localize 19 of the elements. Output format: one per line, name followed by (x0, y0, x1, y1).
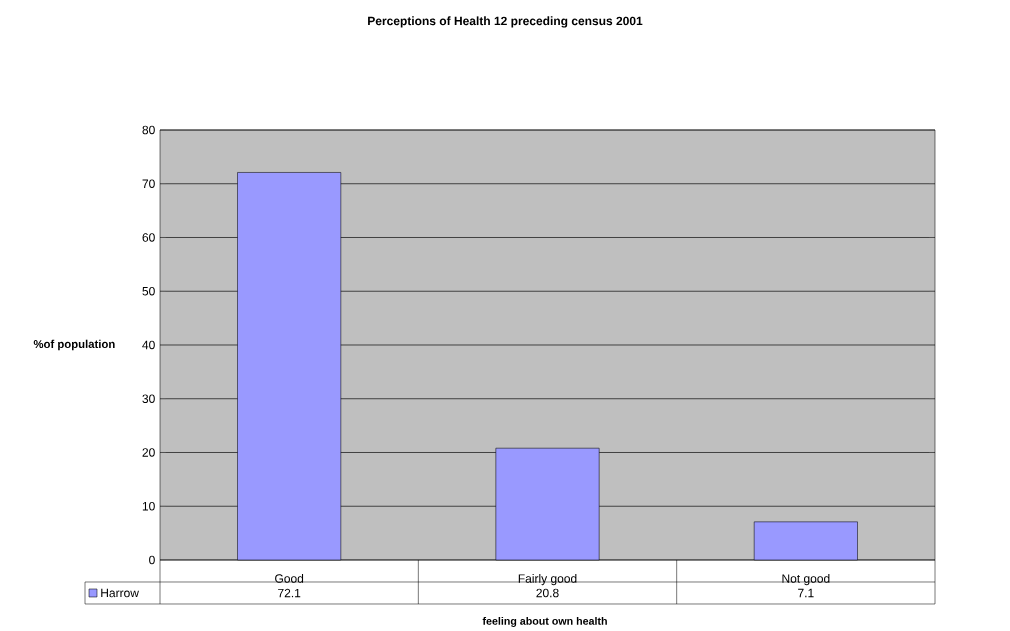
y-tick-label: 20 (142, 448, 155, 457)
x-tick-label: Not good (782, 573, 830, 585)
x-tick-label: Fairly good (518, 573, 577, 585)
y-tick-label: 10 (142, 501, 155, 511)
legend-label: Harrow (101, 588, 139, 597)
y-tick-label: 80 (142, 125, 155, 135)
x-axis-title: feeling about own health (482, 616, 607, 627)
x-tick-label: Good (275, 573, 304, 583)
y-tick-label: 50 (142, 286, 155, 296)
data-label: 7.1 (798, 588, 814, 597)
y-tick-label: 70 (142, 179, 155, 188)
y-axis-title: %of population (33, 339, 115, 351)
data-label: 20.8 (536, 588, 559, 598)
y-tick-label: 0 (149, 555, 155, 565)
y-tick-label: 60 (142, 233, 155, 242)
y-tick-label: 40 (142, 340, 155, 350)
data-label: 72.1 (278, 588, 301, 597)
chart-title: Perceptions of Health 12 preceding census 2001 (368, 16, 643, 28)
y-tick-label: 30 (142, 394, 155, 403)
